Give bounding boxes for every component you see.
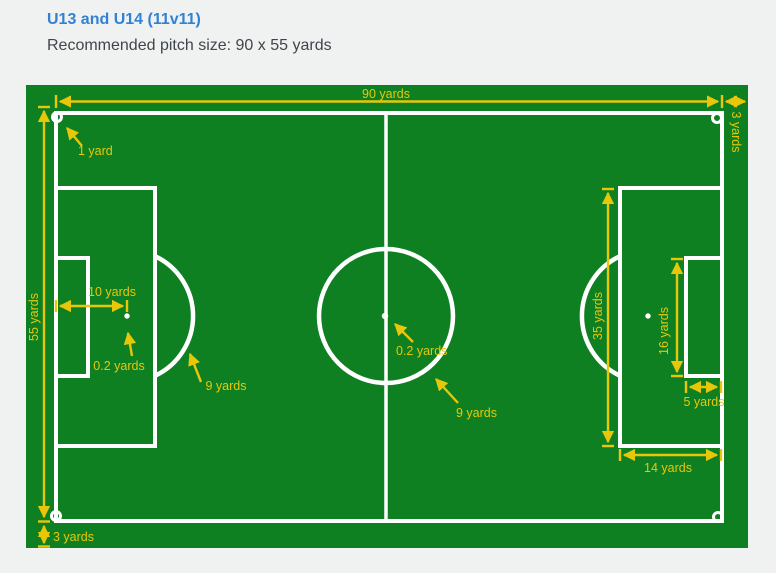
goal-area-depth-label: 5 yards [684,395,725,409]
pitch-length-label: 90 yards [362,87,410,101]
penalty-spot-left [124,313,130,319]
dimension-goal-area-depth: 5 yards [684,380,725,409]
corner-arc-top-right [711,112,723,124]
arrow-icon [188,352,203,383]
dimension-penalty-spot-size-left: 0.2 yards [93,331,145,373]
penalty-area-left [54,186,157,448]
goal-area-right [684,256,724,378]
arrow-icon [123,331,137,357]
corner-arc-bottom-left [50,510,62,522]
dimension-runoff-bottom: 3 yards [37,524,94,548]
centre-spot [381,312,389,320]
page-header: U13 and U14 (11v11) Recommended pitch si… [47,10,332,55]
pitch-diagram: 90 yards 3 yards 1 yard 55 yards 3 yards… [26,85,748,548]
dimension-goal-area-width: 16 yards [657,257,684,378]
dimension-penalty-arc-left: 9 yards [188,352,247,393]
centre-circle-radius-label: 9 yards [456,406,497,420]
dimension-penalty-spot-distance: 10 yards [54,285,136,313]
penalty-arc-left [154,254,196,378]
pitch-width-label: 55 yards [27,293,41,341]
penalty-area-width-label: 35 yards [591,292,605,340]
corner-arc-label: 1 yard [78,144,113,158]
page-title: U13 and U14 (11v11) [47,11,201,28]
dimension-centre-spot-size: 0.2 yards [394,323,447,358]
penalty-arc-left-label: 9 yards [206,379,247,393]
dimension-penalty-area-depth: 14 yards [618,448,723,475]
dimension-penalty-area-width: 35 yards [591,187,615,448]
penalty-spot-size-left-label: 0.2 yards [93,359,144,373]
goal-area-left [54,256,90,378]
dimension-centre-circle-radius: 9 yards [435,378,497,420]
penalty-area-depth-label: 14 yards [644,461,692,475]
goal-area-width-label: 16 yards [657,307,671,355]
dimension-pitch-width: 55 yards [27,105,51,523]
pitch-svg: 90 yards 3 yards 1 yard 55 yards 3 yards… [27,87,747,548]
arrow-icon [394,323,414,343]
corner-arc-bottom-right [712,511,724,523]
page-subtitle: Recommended pitch size: 90 x 55 yards [47,37,332,55]
penalty-spot-distance-label: 10 yards [88,285,136,299]
centre-spot-size-label: 0.2 yards [396,344,447,358]
pitch-markings [50,111,724,523]
dimension-corner-arc: 1 yard [66,127,113,158]
arrow-icon [435,378,459,404]
arrow-icon [66,127,83,147]
corner-arc-top-left [51,111,63,123]
penalty-spot-right [645,313,651,319]
dimension-runoff-right: 3 yards [724,95,747,153]
runoff-bottom-label: 3 yards [53,530,94,544]
centre-circle [316,246,456,386]
runoff-right-label: 3 yards [729,112,743,153]
dimension-pitch-length: 90 yards [54,87,724,108]
